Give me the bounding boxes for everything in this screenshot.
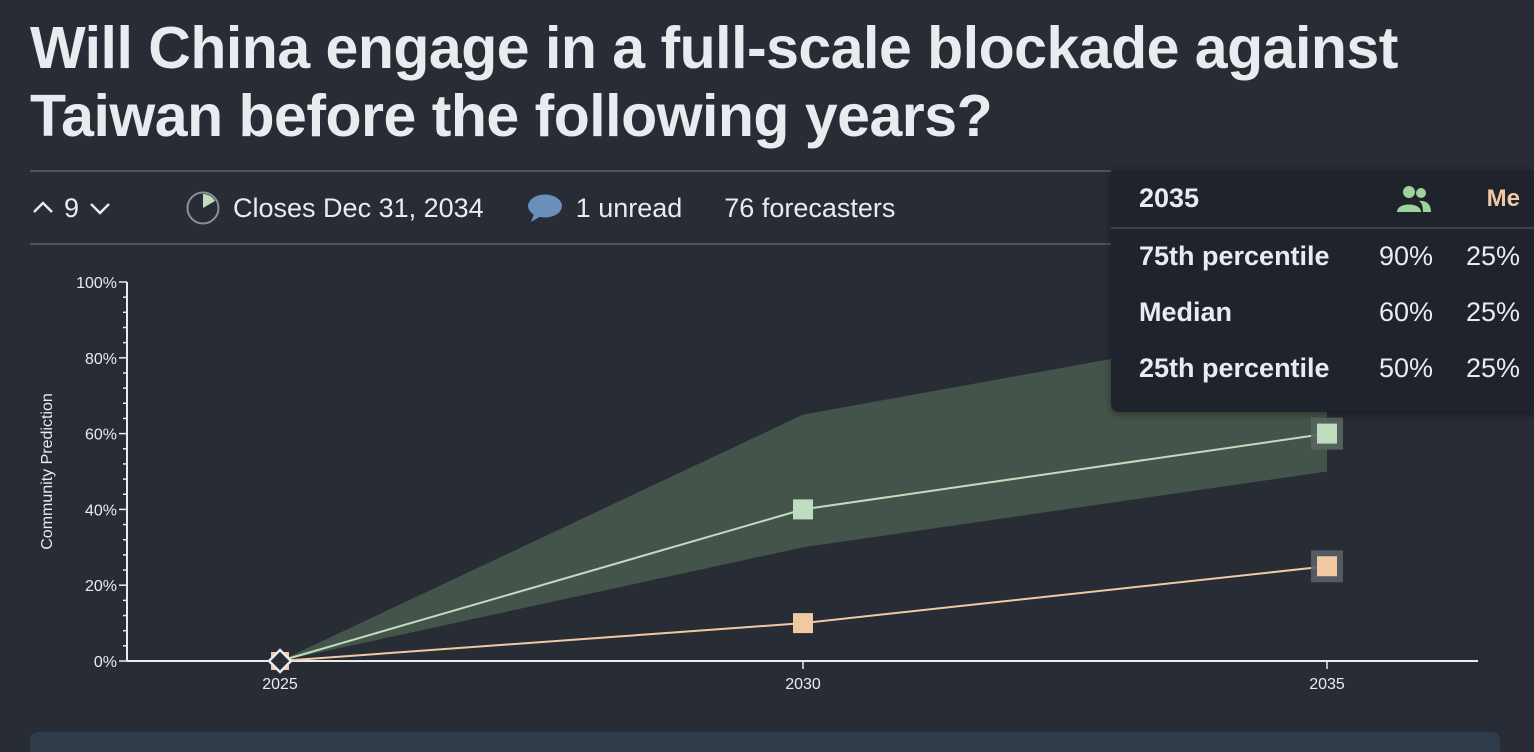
- question-meta-bar: 9 Closes Dec 31, 2034 1 unread 76 foreca…: [30, 186, 895, 230]
- tooltip-row: 25th percentile 50% 25%: [1111, 340, 1534, 396]
- x-tick-label: 2030: [785, 676, 821, 693]
- y-tick-label: 100%: [76, 275, 117, 292]
- tooltip-row: Median 60% 25%: [1111, 284, 1534, 340]
- me-point: [793, 613, 813, 634]
- divider-top: [30, 170, 1112, 172]
- forecasters-text: 76 forecasters: [724, 192, 896, 223]
- x-tick-label: 2025: [262, 676, 298, 693]
- forecast-chart: 0% 20% 40% 60% 80% 100% 2025 2030 2035 Community …: [39, 275, 1478, 693]
- y-tick-label: 0%: [94, 654, 117, 671]
- question-title-line1: Will China engage in a full-scale blocka…: [30, 15, 1398, 81]
- community-median-point: [1317, 423, 1337, 444]
- chevron-up-icon: [33, 201, 53, 213]
- question-title-line2: Taiwan before the following years?: [30, 83, 993, 149]
- tooltip-me-header: Me: [1433, 170, 1534, 229]
- users-icon: [1397, 186, 1431, 213]
- tooltip-row-me: 25%: [1465, 296, 1520, 327]
- tooltip-row-community: 90%: [1378, 241, 1433, 271]
- close-date-text: Closes Dec 31, 2034: [233, 192, 484, 223]
- y-tick-label: 60%: [85, 427, 117, 444]
- tooltip-row-community: 60%: [1378, 296, 1433, 327]
- y-tick-label: 40%: [85, 502, 117, 519]
- comments-link[interactable]: 1 unread: [526, 192, 683, 224]
- hover-tooltip: 2035 Me 75th percentile 90% 25% Median 6…: [1111, 170, 1534, 412]
- close-date: Closes Dec 31, 2034: [185, 190, 484, 226]
- next-panel-edge: [30, 732, 1500, 752]
- forecasters-count: 76 forecasters: [724, 193, 895, 224]
- vote-control: 9: [30, 193, 113, 224]
- upvote-button[interactable]: [30, 195, 56, 221]
- downvote-button[interactable]: [87, 195, 113, 221]
- tooltip-row-label: Median: [1139, 296, 1233, 327]
- y-tick-label: 20%: [85, 578, 117, 595]
- vote-count: 9: [64, 192, 80, 223]
- progress-pie-icon: [186, 191, 220, 225]
- y-tick-label: 80%: [85, 351, 117, 368]
- tooltip-row-me: 25%: [1465, 352, 1520, 383]
- tooltip-table: 2035 Me 75th percentile 90% 25% Median 6…: [1111, 170, 1534, 396]
- tooltip-header-row: 2035 Me: [1111, 170, 1534, 229]
- me-point: [1317, 556, 1337, 577]
- community-median-point: [267, 648, 293, 674]
- x-tick-label: 2035: [1309, 676, 1345, 693]
- y-axis-label: Community Prediction: [39, 393, 56, 550]
- comments-text: 1 unread: [575, 192, 683, 223]
- community-median-point: [793, 499, 813, 520]
- tooltip-community-header: [1349, 170, 1433, 229]
- community-band: [280, 319, 1327, 661]
- question-title: Will China engage in a full-scale blocka…: [30, 14, 1470, 150]
- divider-bottom: [30, 243, 1112, 245]
- tooltip-row-me: 25%: [1465, 241, 1520, 271]
- tooltip-row: 75th percentile 90% 25%: [1111, 228, 1534, 284]
- tooltip-row-community: 50%: [1378, 352, 1433, 383]
- tooltip-row-label: 75th percentile: [1139, 241, 1330, 271]
- tooltip-row-label: 25th percentile: [1139, 352, 1330, 383]
- comment-icon: [527, 194, 562, 222]
- chevron-down-icon: [90, 203, 110, 215]
- tooltip-year: 2035: [1111, 170, 1349, 229]
